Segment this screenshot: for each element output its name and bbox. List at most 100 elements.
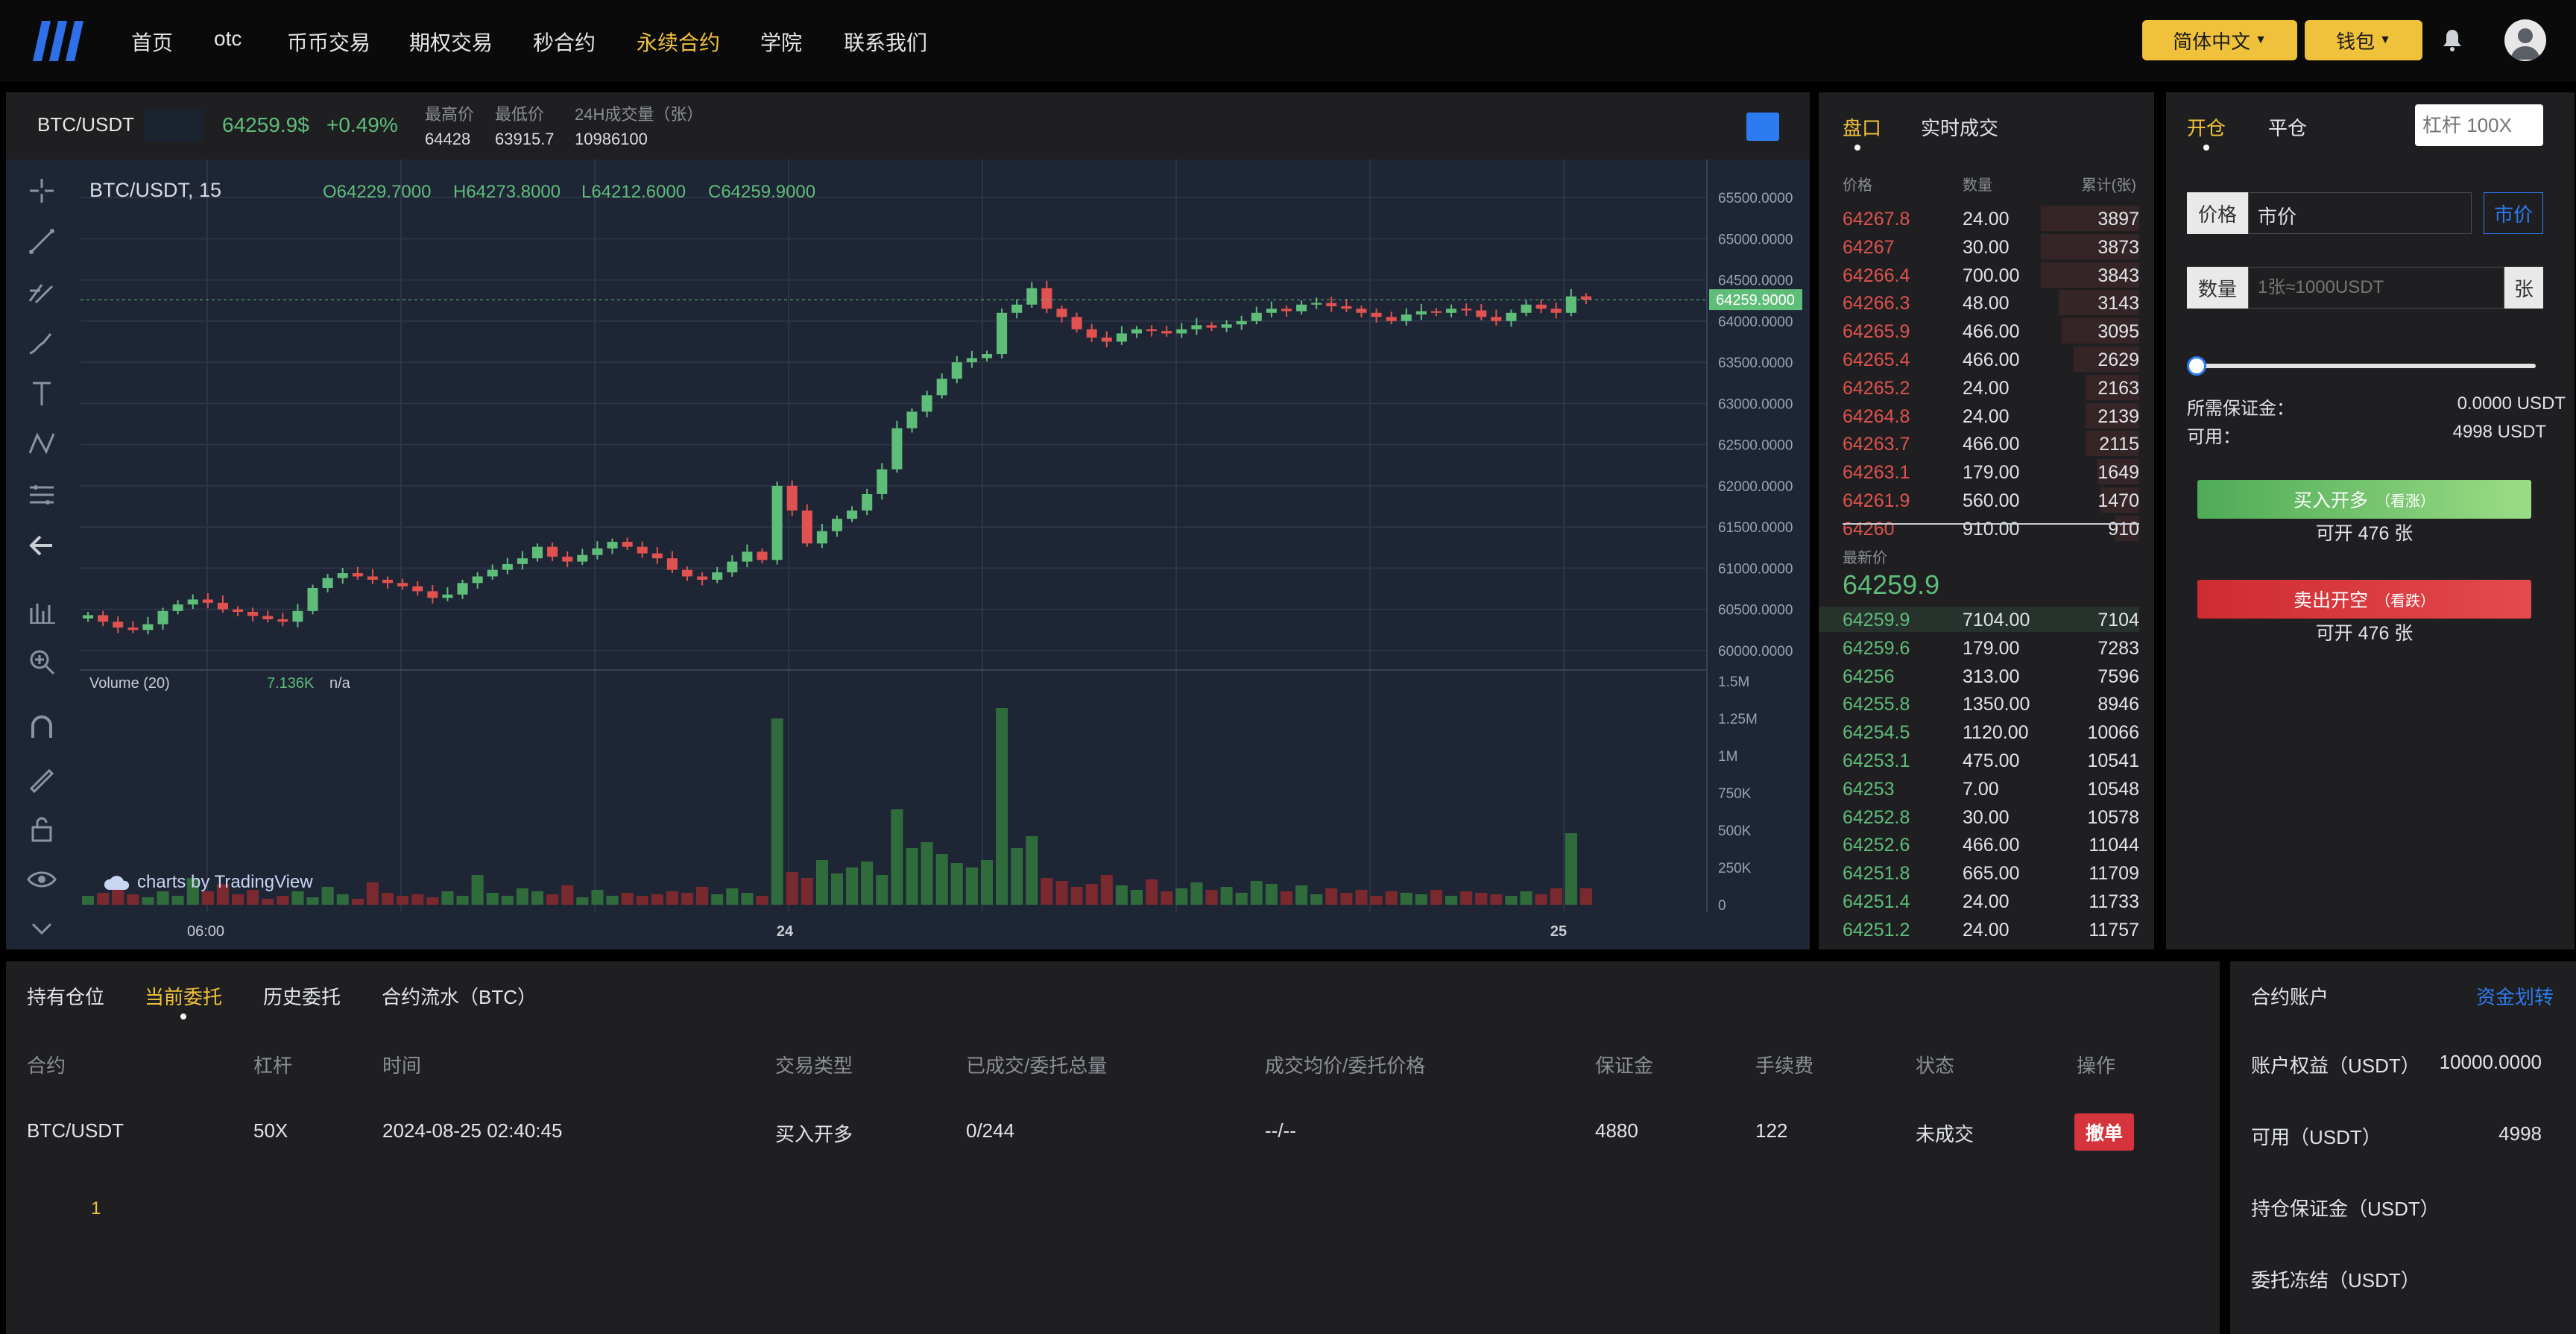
nav-options[interactable]: 期权交易: [409, 31, 493, 54]
bid-row[interactable]: 64251.2 24.00 11757: [1819, 915, 2139, 943]
ask-row[interactable]: 64266.3 48.00 3143: [1819, 288, 2139, 317]
tab-close[interactable]: 平仓: [2268, 117, 2308, 139]
fib-icon[interactable]: [25, 276, 58, 309]
candle: [1341, 306, 1352, 309]
fullscreen-button[interactable]: [1746, 113, 1779, 141]
tab-open[interactable]: 开仓: [2187, 117, 2226, 139]
crosshair-icon[interactable]: [25, 174, 58, 207]
nav-spot[interactable]: 币币交易: [287, 31, 371, 54]
ask-row[interactable]: 64267 30.00 3873: [1819, 233, 2139, 261]
measure-icon[interactable]: [25, 478, 58, 511]
logo-icon[interactable]: [30, 19, 83, 63]
bid-row[interactable]: 64256 313.00 7596: [1819, 662, 2139, 690]
ask-row[interactable]: 64266.4 700.00 3843: [1819, 261, 2139, 289]
buy-label: 买入开多: [2293, 490, 2368, 511]
bid-row[interactable]: 64259.6 179.00 7283: [1819, 633, 2139, 662]
pagination-page[interactable]: 1: [91, 1198, 101, 1218]
bid-row[interactable]: 64259.9 7104.00 7104: [1819, 605, 2139, 633]
sell-available: 可开 476 张: [2315, 623, 2414, 644]
price-chart[interactable]: 65500.0000 65000.0000 64500.0000 64000.0000…: [6, 159, 1810, 949]
tab-history-orders[interactable]: 历史委托: [263, 986, 341, 1008]
nav-academy[interactable]: 学院: [760, 31, 803, 54]
candle: [1356, 309, 1367, 313]
volume-bar: [921, 842, 933, 905]
buy-long-button[interactable]: 买入开多 （看涨）: [2197, 480, 2531, 519]
unlock-icon[interactable]: [25, 812, 58, 845]
ask-row[interactable]: 64264.8 24.00 2139: [1819, 402, 2139, 430]
nav-perpetual[interactable]: 永续合约: [637, 31, 721, 54]
nav-otc[interactable]: otc: [214, 27, 242, 50]
candlestick-chart[interactable]: 65500.0000 65000.0000 64500.0000 64000.0000…: [6, 159, 1810, 949]
nav-contact[interactable]: 联系我们: [844, 31, 928, 54]
symbol-selector[interactable]: [144, 109, 203, 142]
lock-drawing-icon[interactable]: [25, 762, 58, 794]
language-button[interactable]: 简体中文 ▼: [2142, 20, 2297, 60]
volume-bar: [1011, 848, 1023, 905]
bell-icon[interactable]: [2441, 27, 2463, 54]
ask-row[interactable]: 64261.9 560.00 1470: [1819, 486, 2139, 514]
eye-icon[interactable]: [25, 863, 58, 896]
brush-icon[interactable]: [25, 326, 58, 359]
avatar[interactable]: [2504, 19, 2546, 61]
ohlc-high: H64273.8000: [453, 182, 561, 202]
bid-row[interactable]: 64252.6 466.00 11044: [1819, 830, 2139, 859]
volume-bar: [291, 891, 304, 905]
nav-home[interactable]: 首页: [131, 31, 174, 54]
amount-slider[interactable]: [2193, 364, 2536, 368]
tab-current-orders[interactable]: 当前委托: [145, 986, 223, 1008]
ask-row[interactable]: 64265.4 466.00 2629: [1819, 345, 2139, 373]
bid-row[interactable]: 64253 7.00 10548: [1819, 774, 2139, 803]
cancel-order-button[interactable]: 撤单: [2074, 1113, 2134, 1151]
volume-bar: [232, 894, 244, 905]
volume-bar: [950, 863, 963, 905]
bid-row[interactable]: 64253.1 475.00 10541: [1819, 746, 2139, 774]
y-tick-label: 63000.0000: [1718, 396, 1793, 412]
ask-row[interactable]: 64263.7 466.00 2115: [1819, 429, 2139, 458]
slider-handle[interactable]: [2187, 356, 2206, 376]
transfer-link[interactable]: 资金划转: [2475, 986, 2554, 1008]
tab-trades[interactable]: 实时成交: [1921, 117, 1999, 139]
volume-bar: [336, 894, 349, 905]
nav-second-contract[interactable]: 秒合约: [533, 31, 596, 54]
tab-positions[interactable]: 持有仓位: [27, 986, 105, 1008]
market-price-button[interactable]: 市价: [2484, 192, 2543, 234]
price-input[interactable]: 市价: [2248, 192, 2472, 234]
symbol[interactable]: BTC/USDT: [37, 113, 134, 136]
bid-row[interactable]: 64255.8 1350.00 8946: [1819, 689, 2139, 718]
volume-bar: [441, 891, 454, 905]
chart-title: BTC/USDT, 15: [89, 179, 222, 201]
tradingview-watermark[interactable]: charts by TradingView: [103, 872, 313, 893]
frozen-label: 委托冻结（USDT）: [2251, 1269, 2420, 1292]
ask-row[interactable]: 64267.8 24.00 3897: [1819, 204, 2139, 233]
ask-row[interactable]: 64263.1 179.00 1649: [1819, 458, 2139, 486]
bid-row[interactable]: 64251.8 665.00 11709: [1819, 859, 2139, 887]
pattern-icon[interactable]: [25, 428, 58, 461]
zoom-in-icon[interactable]: [25, 645, 58, 678]
depth-bar: [2100, 487, 2139, 513]
ask-row[interactable]: 64265.2 24.00 2163: [1819, 373, 2139, 402]
y-tick-label: 64500.0000: [1718, 274, 1793, 289]
text-icon[interactable]: [25, 377, 58, 410]
indicators-icon[interactable]: [25, 595, 58, 628]
bid-row[interactable]: 64251.4 24.00 11733: [1819, 887, 2139, 915]
tab-orderbook[interactable]: 盘口: [1843, 117, 1882, 139]
sell-short-button[interactable]: 卖出开空 （看跌）: [2197, 580, 2531, 619]
quantity-input[interactable]: [2248, 267, 2504, 309]
trendline-icon[interactable]: [25, 225, 58, 258]
chevron-down-icon[interactable]: [25, 912, 58, 945]
tab-contract-flow[interactable]: 合约流水（BTC）: [382, 986, 537, 1008]
depth-bar: [2041, 233, 2139, 259]
volume-bar: [965, 867, 978, 905]
ask-row[interactable]: 64260 910.00 910: [1819, 514, 2139, 543]
volume-bar: [996, 708, 1008, 905]
arrow-left-icon[interactable]: [25, 529, 58, 562]
wallet-button[interactable]: 钱包 ▼: [2305, 20, 2422, 60]
volume-bar: [411, 894, 424, 905]
cell-price: 64253.1: [1843, 750, 1910, 771]
bid-row[interactable]: 64252.8 30.00 10578: [1819, 803, 2139, 831]
bid-row[interactable]: 64254.5 1120.00 10066: [1819, 718, 2139, 746]
volume-bar: [171, 896, 184, 905]
magnet-icon[interactable]: [25, 711, 58, 744]
ask-row[interactable]: 64265.9 466.00 3095: [1819, 317, 2139, 345]
leverage-input[interactable]: [2415, 104, 2543, 146]
